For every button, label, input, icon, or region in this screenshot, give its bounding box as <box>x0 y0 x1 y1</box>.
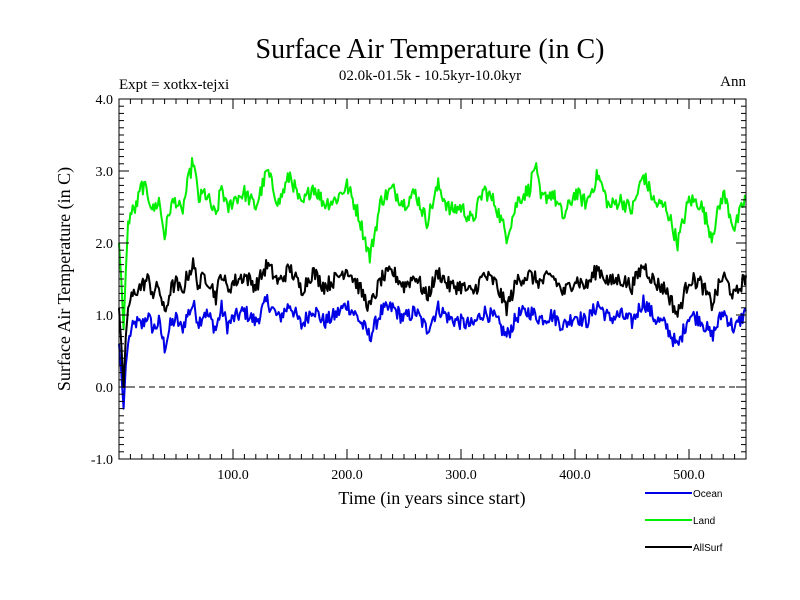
y-tick-label: 2.0 <box>96 237 114 252</box>
x-tick-label: 300.0 <box>445 468 477 483</box>
legend-label-land: Land <box>693 516 715 527</box>
y-tick-label: 0.0 <box>96 381 114 396</box>
y-tick-label: 3.0 <box>96 165 114 180</box>
plot-area: 100.0 200.0 300.0 400.0 500.0 -1.0 0.0 1.0 2.0 3… <box>91 93 747 483</box>
y-tick-label: -1.0 <box>91 453 113 468</box>
x-axis-label: Time (in years since start) <box>338 488 525 509</box>
y-axis-ticks: -1.0 0.0 1.0 2.0 3.0 4.0 <box>91 93 746 468</box>
expt-label: Expt = xotkx-tejxi <box>119 77 229 93</box>
y-tick-label: 1.0 <box>96 309 114 324</box>
legend: Ocean Land AllSurf <box>645 489 723 554</box>
legend-label-ocean: Ocean <box>693 489 722 500</box>
period-label: Ann <box>720 74 746 90</box>
legend-label-allsurf: AllSurf <box>693 543 723 554</box>
y-tick-label: 4.0 <box>96 93 114 108</box>
x-tick-label: 500.0 <box>673 468 705 483</box>
x-tick-label: 400.0 <box>559 468 591 483</box>
x-tick-label: 200.0 <box>331 468 363 483</box>
chart-subtitle: 02.0k-01.5k - 10.5kyr-10.0kyr <box>339 68 521 84</box>
y-axis-label: Surface Air Temperature (in C) <box>54 167 75 391</box>
series-line-allsurf <box>118 257 747 388</box>
x-tick-label: 100.0 <box>217 468 249 483</box>
series-line-land <box>118 157 747 331</box>
series-line-ocean <box>118 293 747 410</box>
chart-title: Surface Air Temperature (in C) <box>256 34 605 65</box>
x-axis-ticks: 100.0 200.0 300.0 400.0 500.0 <box>129 99 736 483</box>
series-lines <box>118 157 747 410</box>
